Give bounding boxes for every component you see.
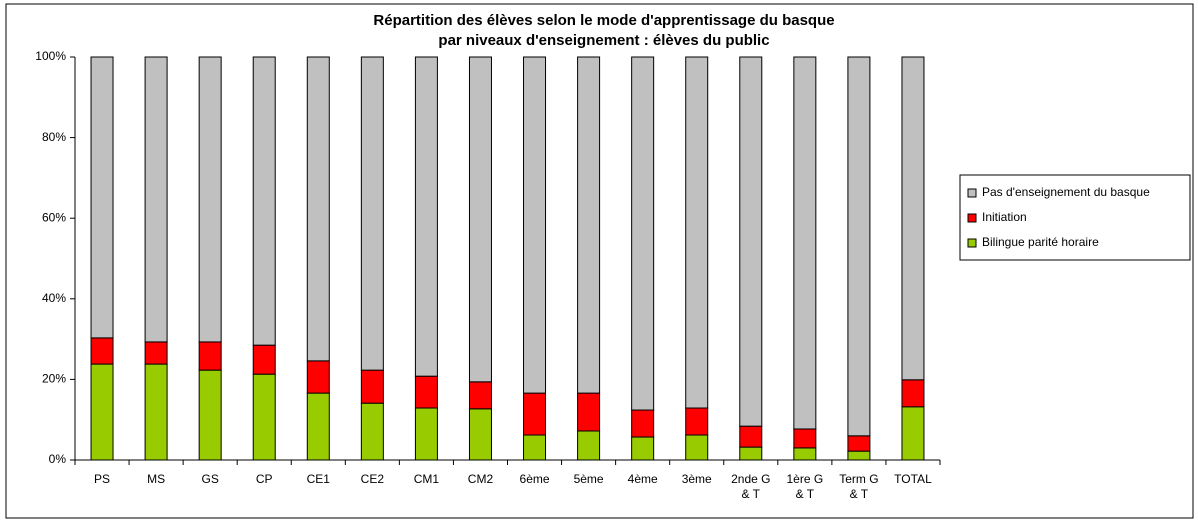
bar-segment (847, 56, 871, 437)
bar-segment (793, 447, 817, 461)
x-tick-label: 6ème (519, 472, 550, 486)
chart-subtitle: par niveaux d'enseignement : élèves du p… (438, 32, 769, 49)
bar-segment (90, 56, 114, 339)
bar-segment (252, 373, 276, 461)
bar-segment (414, 56, 438, 377)
x-tick-label: TOTAL (894, 472, 932, 486)
bar-segment (901, 406, 925, 461)
bar-segment (252, 344, 276, 375)
legend-label: Bilingue parité horaire (982, 235, 1099, 249)
bar-segment (144, 341, 168, 365)
x-tick-label: CM2 (467, 472, 494, 486)
bar-segment (847, 450, 871, 461)
y-tick-label: 0% (49, 452, 67, 466)
bar-segment (144, 363, 168, 461)
x-tick-label: 4ème (627, 472, 658, 486)
bar-segment (631, 409, 655, 438)
bar-segment (360, 369, 384, 404)
bar-segment (306, 392, 330, 461)
y-tick-label: 20% (42, 372, 66, 386)
legend-box (959, 174, 1191, 261)
bar-segment (739, 446, 763, 461)
x-tick-label: 5ème (573, 472, 604, 486)
legend-swatch (967, 213, 977, 223)
bar-segment (306, 360, 330, 394)
chart-title: Répartition des élèves selon le mode d'a… (373, 12, 834, 29)
legend-label: Pas d'enseignement du basque (982, 185, 1150, 199)
bar-segment (631, 56, 655, 411)
bar-segment (523, 434, 547, 461)
bar-segment (739, 56, 763, 427)
x-tick-label: CP (255, 472, 273, 486)
bar-segment (414, 375, 438, 409)
bar-segment (414, 407, 438, 461)
y-tick-label: 100% (35, 49, 66, 63)
bar-segment (685, 407, 709, 436)
bar-segment (631, 436, 655, 461)
bar-segment (901, 56, 925, 381)
bar-segment (252, 56, 276, 346)
x-tick-label: Term G & T (839, 472, 879, 501)
bar-segment (468, 56, 492, 383)
x-tick-label: 3ème (681, 472, 712, 486)
bar-segment (577, 430, 601, 461)
x-tick-label: 1ère G & T (786, 472, 824, 501)
bar-segment (793, 56, 817, 430)
bar-segment (468, 381, 492, 410)
x-tick-label: 2nde G & T (731, 472, 771, 501)
bar-segment (306, 56, 330, 362)
legend-swatch (967, 188, 977, 198)
bar-segment (685, 56, 709, 409)
x-tick-label: CE1 (306, 472, 330, 486)
bar-segment (90, 337, 114, 365)
bar-segment (847, 435, 871, 452)
bar-segment (90, 363, 114, 461)
bar-segment (360, 56, 384, 371)
bar-segment (360, 402, 384, 461)
bar-segment (198, 56, 222, 343)
bar-segment (901, 379, 925, 408)
bar-segment (144, 56, 168, 343)
bar-segment (577, 392, 601, 432)
bar-segment (198, 341, 222, 371)
legend-label: Initiation (982, 210, 1027, 224)
x-tick-label: GS (201, 472, 219, 486)
bar-segment (685, 434, 709, 461)
x-tick-label: CM1 (413, 472, 440, 486)
x-tick-label: MS (147, 472, 166, 486)
x-tick-label: PS (94, 472, 111, 486)
bar-segment (198, 369, 222, 461)
y-tick-label: 40% (42, 291, 66, 305)
bar-segment (739, 425, 763, 448)
x-tick-label: CE2 (360, 472, 385, 486)
bar-segment (523, 392, 547, 436)
bar-segment (523, 56, 547, 394)
y-tick-label: 60% (42, 210, 66, 224)
bar-segment (793, 428, 817, 449)
legend-swatch (967, 238, 977, 248)
bar-segment (577, 56, 601, 394)
bar-segment (468, 408, 492, 461)
y-tick-label: 80% (42, 130, 66, 144)
